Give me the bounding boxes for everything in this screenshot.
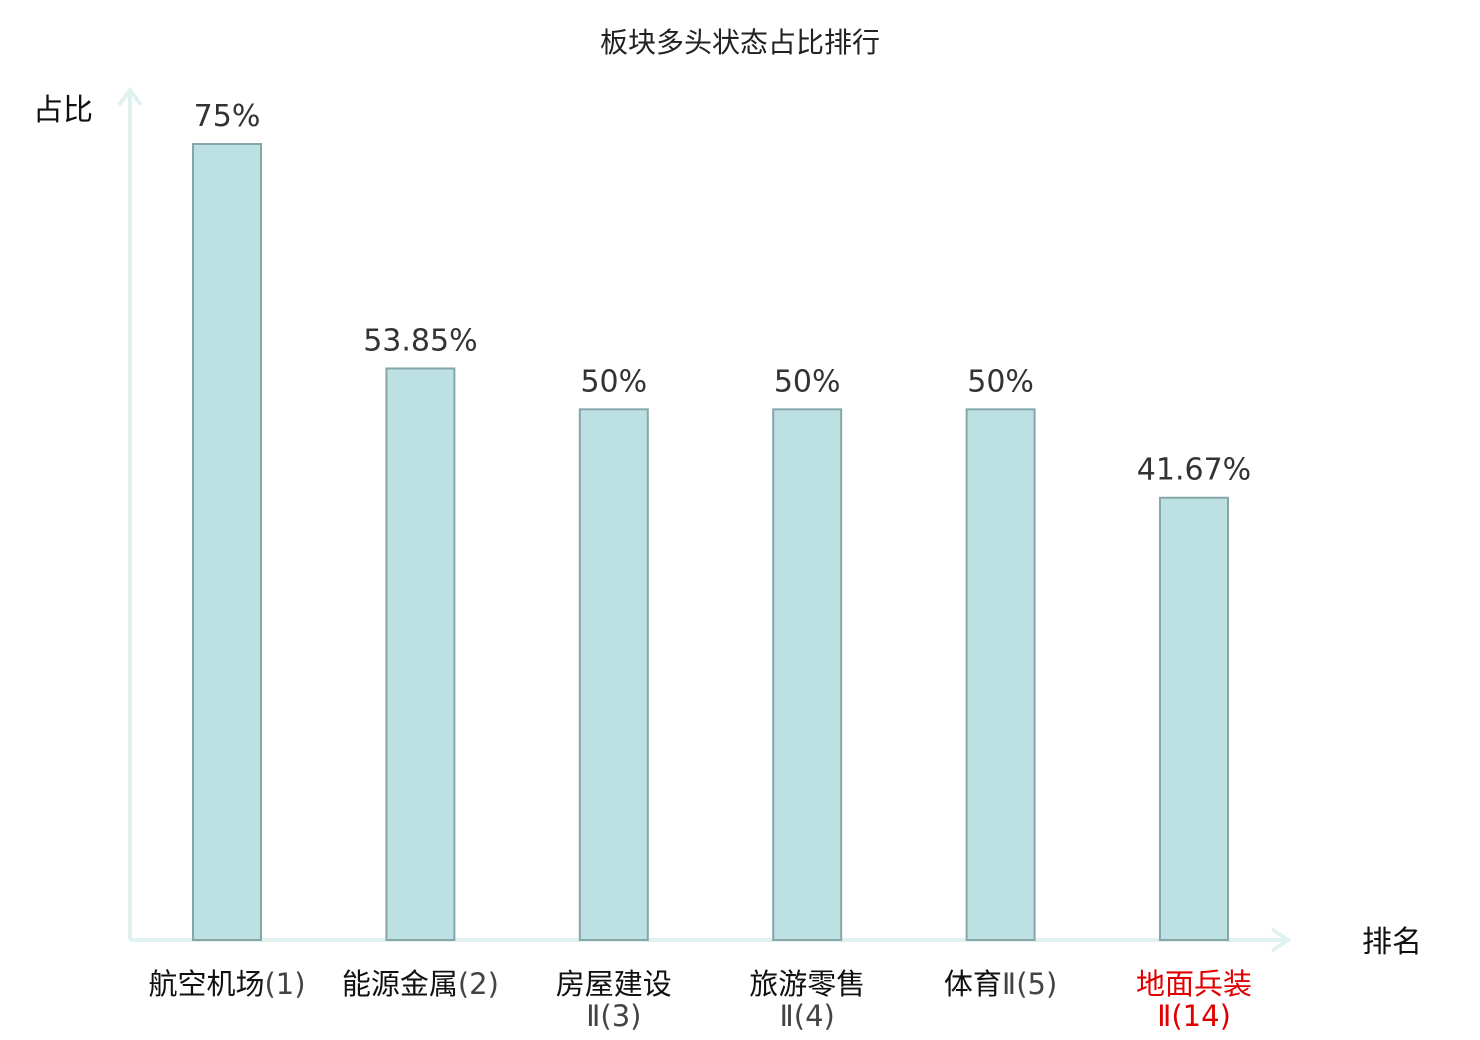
bar [1159, 496, 1229, 941]
bar-value-label: 53.85% [363, 323, 477, 358]
bars-group [192, 143, 1229, 942]
category-label: 航空机场(1) [148, 967, 305, 1001]
bar-value-label: 50% [774, 364, 841, 399]
bar [578, 408, 649, 942]
category-rank: Ⅱ(5) [1002, 967, 1057, 1001]
value-labels-group: 75% 53.85% 50% 50% 50% 41.67% [194, 99, 1252, 488]
bar [965, 408, 1036, 942]
x-axis-arrow [1270, 927, 1292, 953]
category-label: 房屋建设 [556, 967, 672, 1001]
category-label: 体育Ⅱ(5) [944, 967, 1057, 1001]
category-label: 旅游零售 [749, 967, 865, 1001]
axes [117, 86, 1292, 953]
category-rank: (2) [458, 967, 499, 1001]
category-rank-label: Ⅱ(3) [586, 999, 641, 1033]
category-rank-label: Ⅱ(4) [780, 999, 835, 1033]
y-axis-label: 占比 [33, 93, 93, 128]
category-name: 能源金属 [342, 967, 458, 1001]
category-label: 地面兵装 [1136, 967, 1252, 1001]
category-name: 体育 [944, 967, 1002, 1001]
bar [385, 367, 456, 941]
bar [192, 143, 262, 941]
bar-value-label: 75% [194, 99, 261, 134]
chart-title: 板块多头状态占比排行 [600, 26, 880, 59]
category-rank: (1) [264, 967, 305, 1001]
category-name: 航空机场 [148, 967, 264, 1001]
bar [772, 408, 843, 942]
bar-value-label: 41.67% [1137, 453, 1251, 488]
y-axis-arrow [117, 86, 143, 107]
bar-value-label: 50% [967, 364, 1034, 399]
category-rank-label: Ⅱ(14) [1157, 999, 1231, 1033]
x-axis-label: 排名 [1362, 925, 1422, 960]
category-label: 能源金属(2) [342, 967, 499, 1001]
bar-value-label: 50% [580, 364, 647, 399]
